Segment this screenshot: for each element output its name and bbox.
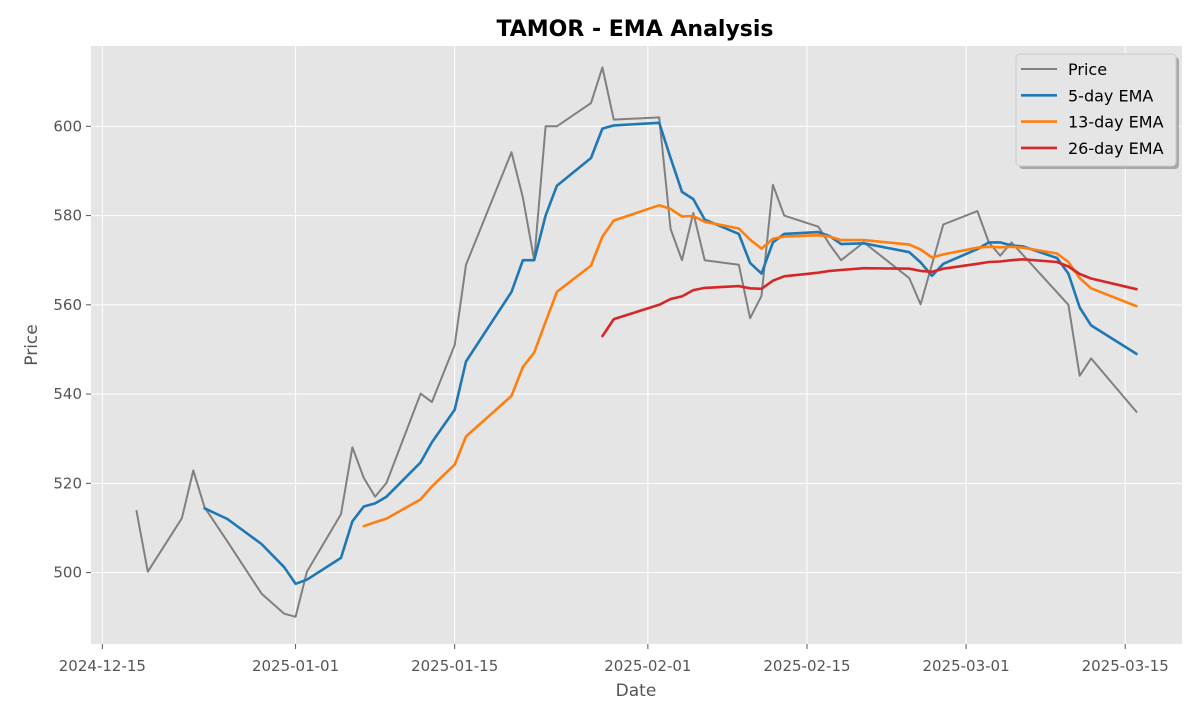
series-group [135,66,1138,618]
legend-label-3: 26-day EMA [1068,139,1164,158]
y-tick-label: 520 [53,474,82,492]
x-tick-label: 2024-12-15 [59,657,146,675]
series-line-3 [601,258,1138,338]
x-tick-label: 2025-01-01 [252,657,339,675]
legend-label-2: 13-day EMA [1068,113,1164,132]
x-axis-label: Date [616,681,657,701]
y-tick-label: 580 [53,207,82,225]
x-tick-label: 2025-03-01 [922,657,1009,675]
y-tick-label: 500 [53,564,82,582]
x-tick-label: 2025-03-15 [1082,657,1169,675]
x-tick-label: 2025-02-01 [604,657,691,675]
legend: Price 5-day EMA 13-day EMA 26-day EMA [1015,53,1179,169]
series-line-2 [362,204,1138,528]
x-tick-label: 2025-01-15 [411,657,498,675]
series-line-1 [203,121,1138,586]
x-ticks: 2024-12-15 2025-01-01 2025-01-15 2025-02-01… [59,644,1169,675]
x-tick-label: 2025-02-15 [763,657,850,675]
legend-label-1: 5-day EMA [1068,86,1153,105]
y-tick-label: 540 [53,385,82,403]
y-tick-label: 560 [53,296,82,314]
series-line-0 [135,66,1138,618]
y-ticks: 500 520 540 560 580 600 [53,117,91,582]
legend-box [1015,53,1177,167]
legend-label-0: Price [1068,60,1107,79]
chart-title: TAMOR - EMA Analysis [496,17,773,42]
y-tick-label: 600 [53,117,82,135]
y-axis-label: Price [22,324,42,365]
plot-area [91,46,1182,644]
